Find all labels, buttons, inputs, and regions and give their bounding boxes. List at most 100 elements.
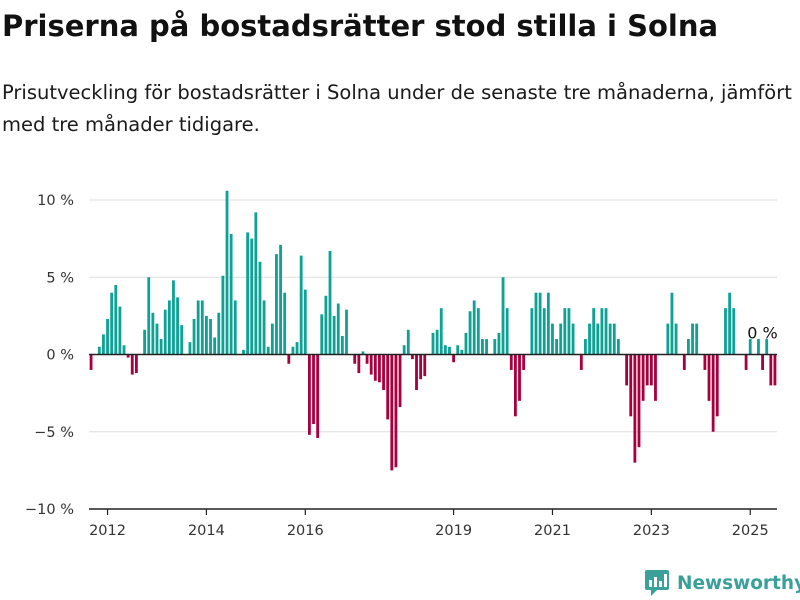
y-axis-labels: 10 % 5 % 0 % −5 % −10 % (25, 193, 74, 518)
y-tick-label: 10 % (37, 193, 74, 209)
bar (180, 325, 184, 355)
bar (266, 346, 270, 355)
bar (114, 284, 118, 355)
bar (394, 354, 398, 468)
x-tick-label: 2023 (633, 523, 670, 539)
bar (423, 354, 427, 377)
bar (242, 349, 245, 355)
bar (130, 354, 134, 375)
bar (151, 312, 155, 355)
bar (402, 345, 406, 355)
bar (505, 308, 509, 355)
bar (295, 342, 299, 355)
bar (522, 354, 526, 370)
bar (546, 292, 550, 355)
bar (551, 323, 554, 355)
bar (382, 354, 385, 391)
newsworthy-logo: Newsworthy (644, 567, 800, 599)
bar (316, 354, 320, 438)
bar (106, 318, 109, 355)
bar (604, 308, 608, 355)
bar (616, 339, 620, 355)
bar (588, 323, 591, 355)
y-tick-label: 0 % (46, 348, 74, 364)
bar (769, 354, 773, 386)
bar (102, 334, 105, 355)
bar (167, 300, 171, 355)
bar (365, 354, 369, 364)
bar (398, 354, 402, 408)
bar (724, 308, 727, 355)
bar (670, 292, 674, 355)
bar (250, 238, 254, 355)
y-tick-label: 5 % (46, 270, 74, 286)
bar (361, 351, 365, 355)
bar (559, 323, 563, 355)
bar (452, 354, 456, 363)
bar (493, 339, 497, 355)
bar (728, 292, 732, 355)
bar (542, 308, 546, 355)
bar (386, 354, 390, 420)
bar (299, 255, 303, 355)
bar (254, 212, 258, 355)
bar (340, 335, 344, 355)
bar (336, 303, 340, 355)
bar (666, 323, 670, 355)
chart-subtitle: Prisutveckling för bostadsrätter i Solna… (2, 81, 792, 136)
bar (357, 354, 361, 374)
x-tick-label: 2014 (188, 523, 225, 539)
bar (571, 323, 575, 355)
chart-title: Priserna på bostadsrätter stod stilla i … (2, 9, 719, 43)
bar (431, 332, 435, 355)
bar (159, 339, 163, 355)
bar (378, 354, 381, 383)
bar (538, 292, 542, 355)
bar (703, 354, 707, 370)
bar (654, 354, 657, 401)
bar (761, 354, 764, 370)
bar (612, 323, 616, 355)
bar (147, 277, 151, 355)
bar (324, 295, 328, 355)
bar (674, 323, 678, 355)
bar (406, 329, 410, 355)
x-tick-label: 2021 (534, 523, 571, 539)
bar (707, 354, 711, 401)
bar (213, 337, 217, 355)
bar (163, 309, 167, 355)
bar (629, 354, 633, 417)
bar (217, 312, 221, 355)
bar (468, 311, 472, 355)
price-change-bar-chart: 10 % 5 % 0 % −5 % −10 % 2012 2014 2016 2019 2021… (25, 190, 778, 539)
bar (270, 323, 274, 355)
bar (443, 345, 447, 355)
bar (291, 346, 295, 355)
bar (757, 339, 760, 355)
bar (328, 250, 332, 355)
bar (439, 308, 443, 355)
bar (89, 354, 93, 370)
bar (563, 308, 567, 355)
bar (233, 300, 237, 355)
bar (155, 323, 159, 355)
bar (176, 297, 179, 355)
bar (262, 300, 266, 355)
bar (353, 354, 357, 364)
bars (89, 190, 777, 471)
bar (518, 354, 521, 401)
bar (390, 354, 394, 471)
bar (579, 354, 583, 370)
bar (258, 261, 262, 355)
bar (691, 323, 694, 355)
y-tick-label: −5 % (34, 425, 74, 441)
bar (415, 354, 418, 391)
x-axis-labels: 2012 2014 2016 2019 2021 2023 2025 (89, 509, 769, 539)
bar (308, 354, 311, 435)
bar (373, 354, 377, 381)
bar (625, 354, 629, 386)
bar (641, 354, 645, 401)
bar (649, 354, 653, 386)
grid-lines (89, 199, 777, 433)
bar (200, 300, 204, 355)
